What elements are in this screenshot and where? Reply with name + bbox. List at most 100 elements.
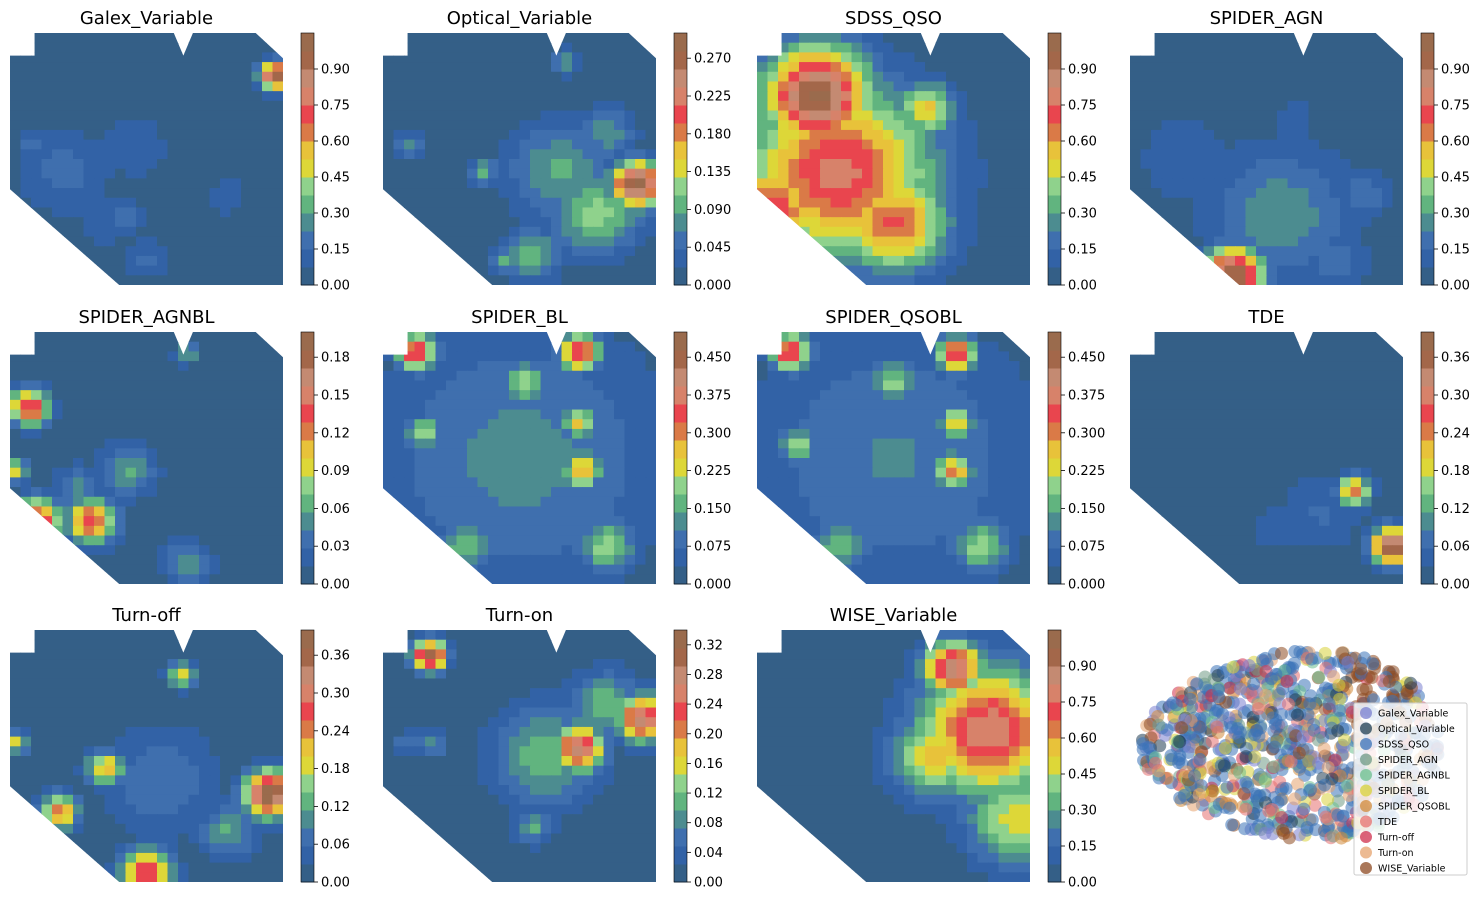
heatmap-cell bbox=[767, 42, 779, 53]
heatmap-cell bbox=[841, 458, 853, 469]
heatmap-cell bbox=[509, 42, 521, 53]
heatmap-cell bbox=[220, 574, 232, 584]
heatmap-cell bbox=[914, 399, 926, 411]
heatmap-cell bbox=[1151, 91, 1163, 102]
heatmap-cell bbox=[477, 62, 489, 73]
heatmap-cell bbox=[41, 419, 53, 430]
heatmap-cell bbox=[393, 390, 405, 401]
heatmap-cell bbox=[830, 458, 842, 469]
heatmap-cell bbox=[809, 149, 821, 160]
heatmap-cell bbox=[41, 351, 53, 362]
heatmap-cell bbox=[614, 217, 626, 228]
heatmap-cell bbox=[977, 487, 989, 498]
heatmap-cell bbox=[1329, 120, 1341, 131]
colorbar-segment bbox=[1421, 267, 1434, 286]
heatmap-cell bbox=[977, 246, 989, 257]
heatmap-cell bbox=[41, 197, 53, 209]
heatmap-cell bbox=[530, 178, 542, 189]
heatmap-cell bbox=[1287, 129, 1299, 141]
heatmap-cell bbox=[1245, 110, 1257, 121]
heatmap-cell bbox=[136, 149, 148, 160]
heatmap-cell bbox=[1235, 33, 1247, 44]
heatmap-cell bbox=[456, 438, 468, 449]
heatmap-cell bbox=[220, 458, 232, 469]
heatmap-cell bbox=[967, 188, 979, 199]
heatmap-cell bbox=[519, 564, 531, 575]
heatmap-cell bbox=[904, 42, 916, 53]
heatmap-cell bbox=[477, 71, 489, 83]
heatmap-cell bbox=[220, 168, 232, 179]
heatmap-cell bbox=[582, 110, 594, 121]
heatmap-cell bbox=[31, 458, 43, 469]
heatmap-cell bbox=[1245, 91, 1257, 102]
heatmap-cell bbox=[851, 380, 863, 391]
heatmap-cell bbox=[488, 409, 500, 420]
heatmap-cell bbox=[914, 574, 926, 584]
heatmap-cell bbox=[967, 390, 979, 401]
heatmap-cell bbox=[167, 332, 179, 343]
heatmap-cell bbox=[1151, 62, 1163, 73]
heatmap-cell bbox=[167, 265, 179, 276]
heatmap-cell bbox=[488, 390, 500, 401]
heatmap-cell bbox=[220, 409, 232, 420]
heatmap-cell bbox=[1151, 188, 1163, 199]
heatmap-cell bbox=[509, 168, 521, 179]
heatmap-cell bbox=[241, 332, 253, 343]
colorbar-segment bbox=[674, 141, 687, 160]
heatmap-cell bbox=[251, 168, 263, 179]
heatmap-cell bbox=[603, 178, 615, 189]
heatmap-cell bbox=[251, 487, 263, 498]
heatmap-cell bbox=[188, 370, 200, 382]
heatmap-cell bbox=[841, 100, 853, 112]
heatmap-cell bbox=[1319, 52, 1331, 63]
heatmap-cell bbox=[467, 207, 479, 218]
heatmap-cell bbox=[593, 197, 605, 209]
heatmap-cell bbox=[988, 487, 1000, 498]
heatmap-cell bbox=[115, 409, 127, 420]
heatmap-cell bbox=[477, 574, 489, 584]
heatmap-cell bbox=[977, 71, 989, 83]
heatmap-cell bbox=[467, 438, 479, 449]
heatmap-cell bbox=[1140, 207, 1152, 218]
heatmap-cell bbox=[593, 506, 605, 517]
heatmap-cell bbox=[104, 207, 116, 218]
heatmap-cell bbox=[540, 564, 552, 575]
heatmap-cell bbox=[851, 332, 863, 343]
heatmap-cell bbox=[1161, 129, 1173, 141]
heatmap-cell bbox=[988, 516, 1000, 527]
heatmap-cell bbox=[988, 332, 1000, 343]
heatmap-cell bbox=[383, 438, 395, 449]
heatmap-cell bbox=[1172, 62, 1184, 73]
heatmap-cell bbox=[893, 149, 905, 160]
heatmap-cell bbox=[1161, 71, 1173, 83]
heatmap-cell bbox=[645, 516, 656, 527]
heatmap-cell bbox=[872, 448, 884, 459]
heatmap-cell bbox=[104, 574, 116, 584]
heatmap-cell bbox=[52, 120, 64, 131]
heatmap-cell bbox=[383, 129, 395, 141]
heatmap-cell bbox=[904, 255, 916, 267]
heatmap-cell bbox=[603, 246, 615, 257]
heatmap-cell bbox=[125, 178, 137, 189]
heatmap-cell bbox=[104, 91, 116, 102]
heatmap-cell bbox=[551, 496, 563, 508]
heatmap-cell bbox=[157, 42, 169, 53]
heatmap-cell bbox=[115, 42, 127, 53]
heatmap-cell bbox=[73, 554, 85, 566]
heatmap-cell bbox=[530, 42, 542, 53]
heatmap-cell bbox=[603, 71, 615, 83]
heatmap-cell bbox=[841, 42, 853, 53]
heatmap-cell bbox=[136, 246, 148, 257]
heatmap-cell bbox=[582, 207, 594, 218]
heatmap-cell bbox=[998, 255, 1010, 267]
heatmap-cell bbox=[251, 42, 263, 53]
heatmap-cell bbox=[603, 188, 615, 199]
heatmap-cell bbox=[799, 168, 811, 179]
heatmap-cell bbox=[209, 487, 221, 498]
heatmap-cell bbox=[456, 91, 468, 102]
heatmap-cell bbox=[146, 139, 158, 150]
heatmap-cell bbox=[498, 149, 510, 160]
heatmap-cell bbox=[603, 448, 615, 459]
heatmap-cell bbox=[862, 265, 874, 276]
